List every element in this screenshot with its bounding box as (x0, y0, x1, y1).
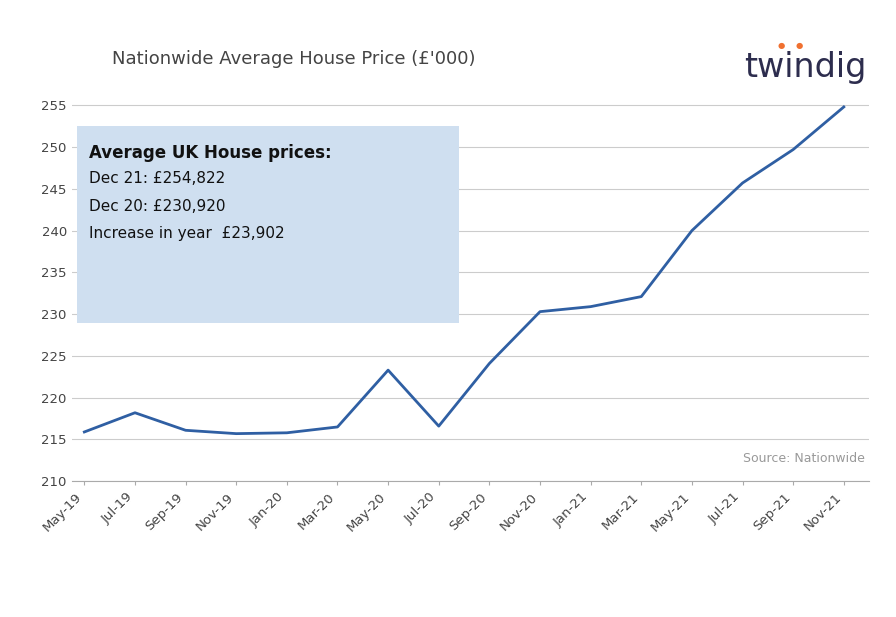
FancyBboxPatch shape (77, 126, 459, 323)
Text: ●: ● (796, 41, 803, 49)
Text: Average UK House prices:: Average UK House prices: (89, 144, 332, 162)
Text: Dec 21: £254,822: Dec 21: £254,822 (89, 172, 225, 186)
Text: twindig: twindig (744, 51, 866, 84)
Text: ●: ● (778, 41, 785, 49)
Text: Increase in year  £23,902: Increase in year £23,902 (89, 226, 284, 241)
Text: Dec 20: £230,920: Dec 20: £230,920 (89, 199, 225, 213)
Text: Source: Nationwide: Source: Nationwide (744, 452, 866, 465)
Text: Nationwide Average House Price (£'000): Nationwide Average House Price (£'000) (112, 49, 475, 67)
